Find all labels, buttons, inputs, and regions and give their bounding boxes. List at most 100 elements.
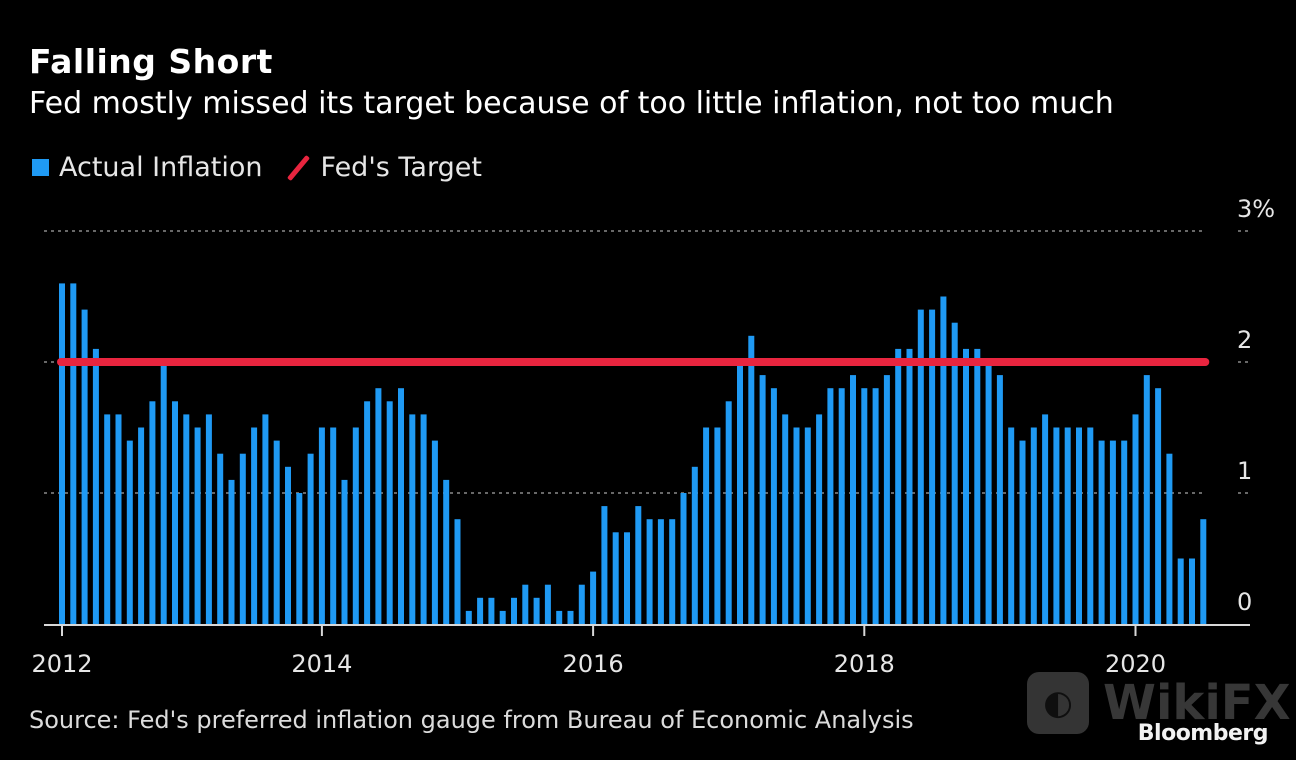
bar <box>850 375 856 624</box>
bar <box>974 348 981 624</box>
y-tick-label: 1 <box>1237 457 1252 485</box>
chart-subtitle: Fed mostly missed its target because of … <box>29 86 1114 121</box>
bar <box>330 427 337 624</box>
bar <box>499 610 506 624</box>
bar <box>375 388 382 624</box>
bar <box>443 479 450 624</box>
bar <box>1042 414 1049 624</box>
bar <box>1166 453 1173 624</box>
bar <box>318 427 325 624</box>
bar <box>861 388 868 624</box>
bar <box>748 335 755 624</box>
bar <box>307 453 314 624</box>
x-tick-label: 2014 <box>291 650 352 678</box>
bar <box>1053 427 1060 624</box>
bar-swatch-icon <box>32 159 49 176</box>
eagle-logo-icon: ◐ <box>1027 672 1089 734</box>
bar <box>81 309 88 624</box>
bar <box>793 427 800 624</box>
x-tick-label: 2016 <box>563 650 624 678</box>
bar <box>872 388 879 624</box>
bar <box>262 414 269 624</box>
bar <box>827 388 834 624</box>
bar <box>601 506 608 624</box>
bar <box>929 309 936 624</box>
bar <box>172 401 178 624</box>
bar <box>703 427 710 624</box>
bar <box>985 362 992 624</box>
bar <box>646 519 653 624</box>
bar <box>364 401 371 624</box>
bar <box>285 466 291 624</box>
bar <box>511 597 517 624</box>
bar <box>239 453 246 624</box>
bar <box>1064 427 1071 624</box>
bar <box>1098 440 1105 624</box>
bar <box>612 532 619 624</box>
bars <box>59 283 1207 624</box>
bar <box>273 440 280 624</box>
legend-item-fed-target: Fed's Target <box>263 152 482 183</box>
legend-label-actual-inflation: Actual Inflation <box>59 152 263 183</box>
bar <box>1155 388 1162 624</box>
bar <box>1121 440 1128 624</box>
bar <box>1109 440 1116 624</box>
bar <box>1143 375 1150 624</box>
y-tick-label: 3% <box>1237 195 1275 223</box>
watermark: ◐ WikiFX <box>1027 672 1291 734</box>
bar <box>816 414 823 624</box>
bar <box>228 479 235 624</box>
x-tick-labels: 2012 2014 2016 2018 2020 <box>31 650 1166 678</box>
bar <box>963 348 969 624</box>
bar <box>522 584 529 624</box>
bar <box>737 362 743 624</box>
bar <box>714 427 721 624</box>
bar <box>567 610 574 624</box>
bar <box>115 414 122 624</box>
bar <box>477 597 484 624</box>
y-tick-labels: 0 1 2 3% <box>1237 195 1275 616</box>
x-tick-label: 2018 <box>834 650 895 678</box>
bar <box>556 610 563 624</box>
bar <box>759 375 766 624</box>
bar <box>488 597 495 624</box>
bar <box>895 348 902 624</box>
bar <box>70 283 77 624</box>
bar <box>409 414 416 624</box>
bar <box>951 322 958 624</box>
bar <box>544 584 551 624</box>
bar <box>996 375 1003 624</box>
bar <box>906 348 913 624</box>
bar <box>917 309 924 624</box>
bar <box>1087 427 1094 624</box>
bar <box>1189 558 1195 624</box>
y-tick-label: 2 <box>1237 326 1252 354</box>
bar <box>940 296 947 624</box>
bar <box>160 362 167 624</box>
bar <box>194 427 201 624</box>
bar <box>341 479 348 624</box>
bar <box>431 440 438 624</box>
bar <box>104 414 111 624</box>
bar <box>770 388 777 624</box>
bar <box>398 388 404 624</box>
bar <box>454 519 461 624</box>
bar <box>352 427 359 624</box>
bar <box>149 401 156 624</box>
bar <box>296 493 303 624</box>
bar <box>1177 558 1184 624</box>
bar <box>883 375 890 624</box>
bar <box>1019 440 1026 624</box>
bar <box>725 401 732 624</box>
x-tick-label: 2020 <box>1105 650 1166 678</box>
bar <box>1008 427 1015 624</box>
bar <box>804 427 811 624</box>
bar <box>126 440 133 624</box>
bar <box>533 597 540 624</box>
bar <box>691 466 698 624</box>
x-tick-label: 2012 <box>31 650 92 678</box>
bar <box>138 427 145 624</box>
bar <box>680 493 687 624</box>
bar <box>635 506 642 624</box>
